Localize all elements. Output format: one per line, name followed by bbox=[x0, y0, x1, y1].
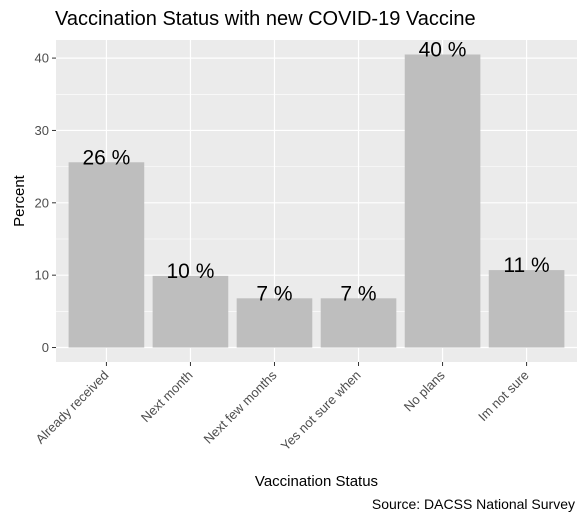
bar bbox=[153, 276, 229, 348]
y-tick-label: 30 bbox=[35, 123, 49, 138]
data-label: 26 % bbox=[82, 146, 130, 169]
x-tick-label: Next month bbox=[138, 368, 196, 426]
x-tick-label: Next few months bbox=[201, 367, 280, 446]
data-label: 10 % bbox=[167, 260, 215, 283]
y-tick-label: 20 bbox=[35, 195, 49, 210]
bar bbox=[405, 54, 481, 347]
x-axis-title: Vaccination Status bbox=[255, 473, 378, 490]
data-label: 7 % bbox=[340, 282, 376, 305]
data-label: 40 % bbox=[419, 38, 467, 61]
bar bbox=[489, 270, 565, 347]
source-caption: Source: DACSS National Survey bbox=[372, 496, 575, 512]
x-axis: Already received Next month Next few month… bbox=[32, 362, 531, 453]
data-label: 7 % bbox=[256, 282, 292, 305]
x-tick-label: No plans bbox=[401, 367, 448, 414]
y-axis-title: Percent bbox=[11, 174, 28, 227]
data-label: 11 % bbox=[503, 254, 549, 277]
y-axis: 0 10 20 30 40 bbox=[35, 51, 56, 355]
bar bbox=[321, 298, 397, 347]
y-tick-label: 40 bbox=[35, 51, 49, 66]
x-tick-label: Already received bbox=[32, 368, 111, 447]
x-tick-label: Yes not sure when bbox=[278, 368, 364, 454]
bar bbox=[237, 298, 313, 347]
y-tick-label: 10 bbox=[35, 268, 49, 283]
bar bbox=[69, 162, 145, 347]
y-tick-label: 0 bbox=[42, 340, 49, 355]
x-tick-label: Im not sure bbox=[475, 368, 532, 425]
